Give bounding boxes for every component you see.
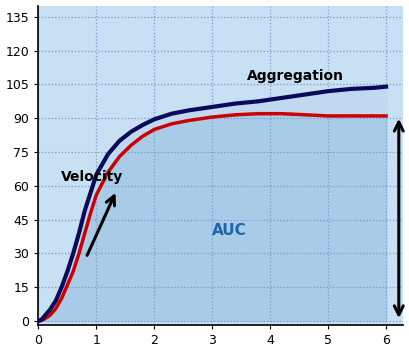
Text: Aggregation: Aggregation [247,69,344,83]
Text: AUC: AUC [212,223,247,238]
Text: Velocity: Velocity [61,170,123,184]
